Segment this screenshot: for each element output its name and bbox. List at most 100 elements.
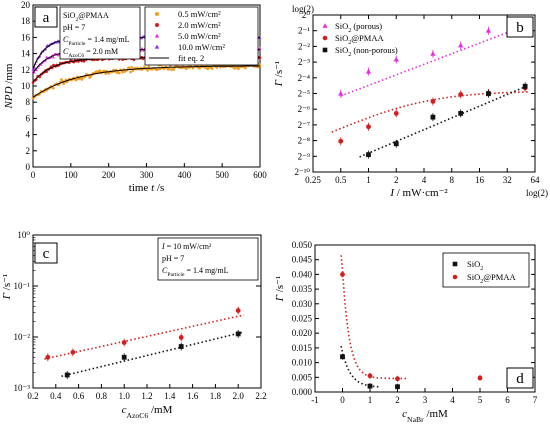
x-tick-label: 1.4 [164,391,176,401]
annotation-line: CParticle = 1.4 mg/mL [63,35,130,47]
series [340,271,483,382]
data-point [191,66,195,70]
legend-label: fit eq. 2 [178,53,204,63]
annotation-line: pH = 7 [162,254,184,263]
x-tick-label: 32 [503,175,512,185]
x-tick-label: 100 [64,170,78,180]
annotation-frame [157,237,259,281]
fit-line [61,331,245,378]
data-point [129,70,132,74]
data-point [39,63,43,66]
x-tick-label: 1.6 [187,391,199,401]
fit-line [331,91,529,133]
x-tick-label: 64 [531,175,541,185]
fit-line [32,65,260,98]
x-tick-label: 2.0 [233,391,245,401]
y-tick-label: 2⁻⁵ [298,89,310,99]
right-axis-label: log(2) [526,188,548,198]
y-tick-label: 8 [26,97,31,107]
x-tick-label: 200 [102,170,116,180]
data-point [178,335,184,340]
data-point [156,68,160,71]
data-point [74,78,78,82]
data-point [430,99,436,104]
data-point [458,42,464,48]
data-point [243,66,247,70]
panel-letter-box [34,242,58,264]
data-point [522,83,528,89]
x-tick-label: 7 [533,395,538,405]
y-tick-label: 2⁻⁷ [298,120,310,130]
panel-letter: b [516,20,524,36]
panel-d: -1 0 1 2 3 4 5 6 7 0.000 0.005 0.010 0.015 0.020 0.025… [274,240,538,424]
y-axis-label: Γ /s⁻¹ [1,274,13,300]
annotation-line: I = 10 mW/cm² [161,242,212,251]
x-tick-label: 600 [253,170,267,180]
y-tick-label: 10⁻³ [14,383,31,393]
data-point [395,384,400,390]
data-point [52,55,55,59]
x-tick-label: 6 [505,395,510,405]
x-tick-label: -1 [311,395,319,405]
legend-marker [322,47,328,53]
data-point [485,27,492,33]
fit-line [340,25,526,97]
legend-marker [154,44,160,49]
data-point [98,69,102,72]
annotation-box: I = 10 mW/cm² pH = 7 CParticle = 1.4 mg/mL [157,237,259,281]
data-point [198,66,202,70]
y-tick-label: 6 [26,113,31,123]
legend-frame [144,6,259,66]
annotation-frame [59,6,141,60]
legend-marker [452,274,458,280]
x-axis-label: time t /s [129,182,164,194]
y-tick-label: 10⁻² [14,332,31,342]
fit-line [340,255,409,380]
data-point [235,331,241,337]
y-tick-label: 0.005 [292,372,313,382]
x-tick-label: 3 [423,395,428,405]
data-point [70,349,76,355]
data-point [104,72,107,75]
x-tick-label: 2 [394,175,399,185]
legend-label: 5.0 mW/cm² [178,31,221,41]
x-tick-label: 1.2 [141,391,152,401]
x-axis-label: cAzoC6 /mM [122,404,173,420]
y-tick-label: 0.020 [292,328,313,338]
legend-marker [155,23,159,27]
legend-label: SiO2 [467,259,483,272]
legend-label: SiO2 (porous) [335,21,382,34]
y-tick-label: 2⁻¹⁰ [294,167,310,177]
legend-label: SiO2 (non-porous) [335,45,398,58]
legend-frame [442,252,530,288]
panel-letter-box [506,367,534,389]
y-tick-label: 4 [26,130,31,140]
series [45,306,241,362]
data-point [211,67,214,70]
data-point [393,56,399,62]
y-tick-label: 0.050 [292,240,313,250]
annotation-line: pH = 7 [63,23,85,32]
y-tick-label: 0.030 [292,299,313,309]
data-point [458,92,464,97]
top-axis-label: log(2) [292,4,314,14]
y-tick-label: 10⁻¹ [14,281,31,291]
y-tick-label: 2⁻⁹ [298,151,310,161]
panel-a: 0 100 200 300 400 500 600 0 2 4 6 8 10 12 14 16 18 20 time… [3,0,267,194]
x-axis-label: I / mW·cm⁻² [389,187,448,199]
y-tick-label: 2⁻⁸ [298,136,310,146]
data-point [338,138,344,144]
annotation-line: CParticle = 1.4 mg/mL [162,266,229,278]
data-point [430,114,436,120]
data-point [458,110,464,116]
y-tick-label: 14 [21,49,31,59]
y-tick-label: 2⁻³ [298,57,310,67]
panel-letter: a [43,10,50,26]
fit-line [340,345,379,388]
annotation-line: SiO2@PMAA [63,11,109,23]
x-tick-label: 4 [422,175,427,185]
x-tick-label: 400 [178,170,192,180]
data-point [258,46,262,50]
